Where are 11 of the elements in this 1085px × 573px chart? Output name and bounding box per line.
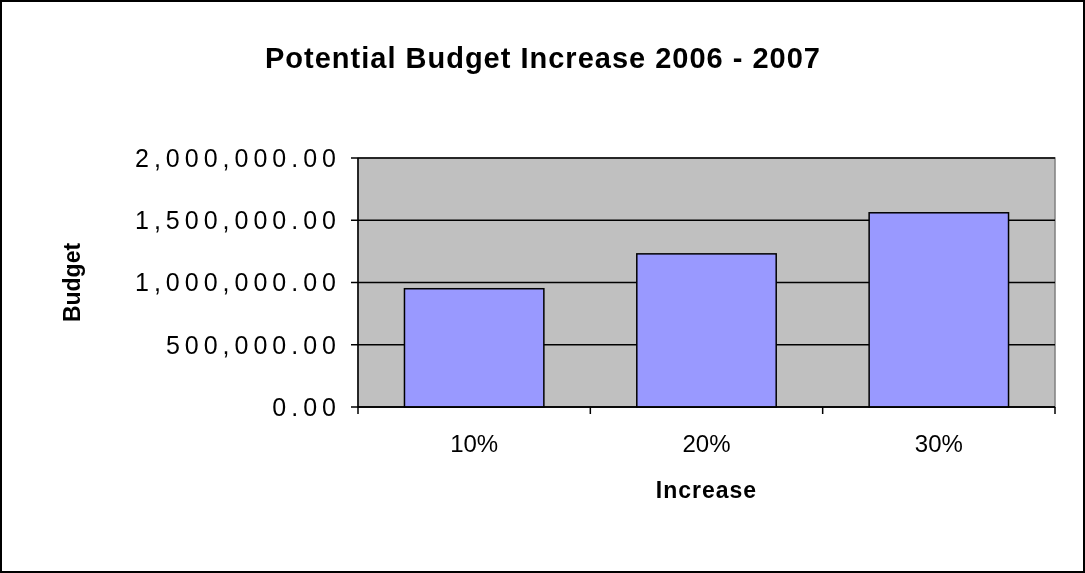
y-tick-label: 500,000.00 bbox=[165, 330, 341, 359]
y-axis-title: Budget bbox=[59, 242, 85, 323]
x-tick-label: 20% bbox=[682, 430, 731, 457]
x-axis-title: Increase bbox=[655, 477, 758, 503]
y-tick-label: 2,000,000.00 bbox=[135, 143, 341, 172]
y-tick-label: 1,000,000.00 bbox=[135, 268, 341, 297]
x-tick-label: 10% bbox=[450, 430, 499, 457]
x-tick-label: 30% bbox=[914, 430, 963, 457]
y-tick-label: 1,500,000.00 bbox=[135, 206, 341, 234]
y-tick-label: 0.00 bbox=[272, 392, 341, 421]
chart-title: Potential Budget Increase 2006 - 2007 bbox=[265, 42, 821, 74]
